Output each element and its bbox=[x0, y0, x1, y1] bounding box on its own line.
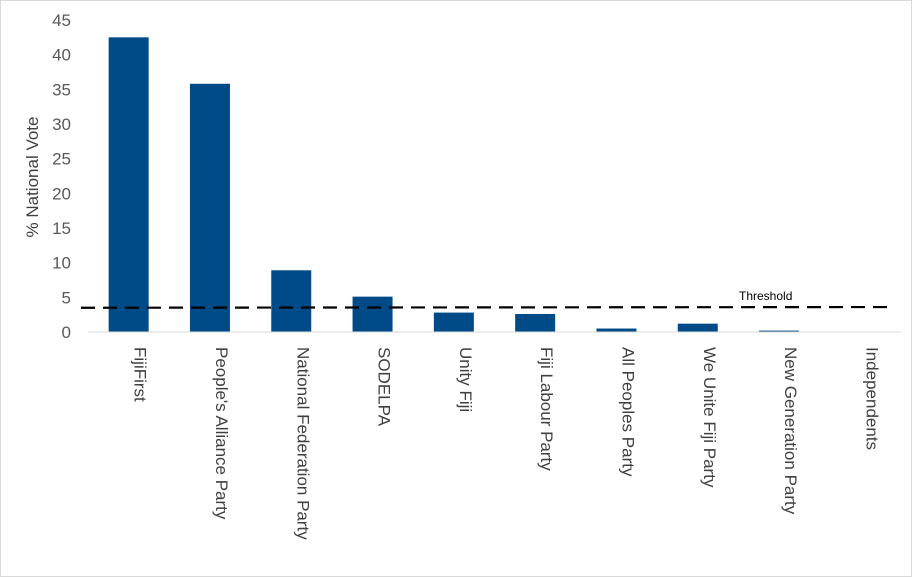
threshold-line bbox=[80, 305, 888, 309]
y-tick-label: 0 bbox=[62, 323, 71, 342]
category-label: People's Alliance Party bbox=[212, 347, 231, 520]
bar bbox=[596, 328, 637, 332]
bar bbox=[352, 296, 393, 332]
bar bbox=[677, 323, 718, 332]
y-tick-label: 30 bbox=[52, 115, 71, 134]
bar bbox=[759, 330, 800, 332]
y-tick-label: 20 bbox=[52, 184, 71, 203]
bar bbox=[108, 37, 149, 332]
category-label: FijiFirst bbox=[131, 347, 150, 402]
y-tick-label: 35 bbox=[52, 80, 71, 99]
y-axis-ticks: 0 5 10 15 20 25 30 35 40 45 bbox=[52, 11, 71, 342]
category-label: Unity Fiji bbox=[456, 347, 475, 412]
y-axis-title: % National Vote bbox=[23, 117, 42, 238]
bar bbox=[271, 270, 312, 332]
category-label: National Federation Party bbox=[293, 347, 312, 540]
category-label: All Peoples Party bbox=[618, 347, 637, 477]
category-label: We Unite Fiji Party bbox=[700, 347, 719, 488]
category-label: Fiji Labour Party bbox=[537, 347, 556, 471]
bars bbox=[108, 37, 800, 332]
y-tick-label: 10 bbox=[52, 254, 71, 273]
bar bbox=[433, 312, 474, 332]
y-tick-label: 5 bbox=[62, 288, 71, 307]
y-tick-label: 40 bbox=[52, 46, 71, 65]
category-label: Independents bbox=[862, 347, 881, 450]
category-label: New Generation Party bbox=[781, 347, 800, 515]
threshold-label: Threshold bbox=[739, 289, 792, 303]
bar bbox=[515, 313, 556, 332]
y-tick-label: 25 bbox=[52, 150, 71, 169]
y-tick-label: 45 bbox=[52, 11, 71, 30]
category-labels: FijiFirst People's Alliance Party National… bbox=[131, 347, 882, 540]
category-label: SODELPA bbox=[375, 347, 394, 427]
y-tick-label: 15 bbox=[52, 219, 71, 238]
bar bbox=[189, 83, 230, 332]
